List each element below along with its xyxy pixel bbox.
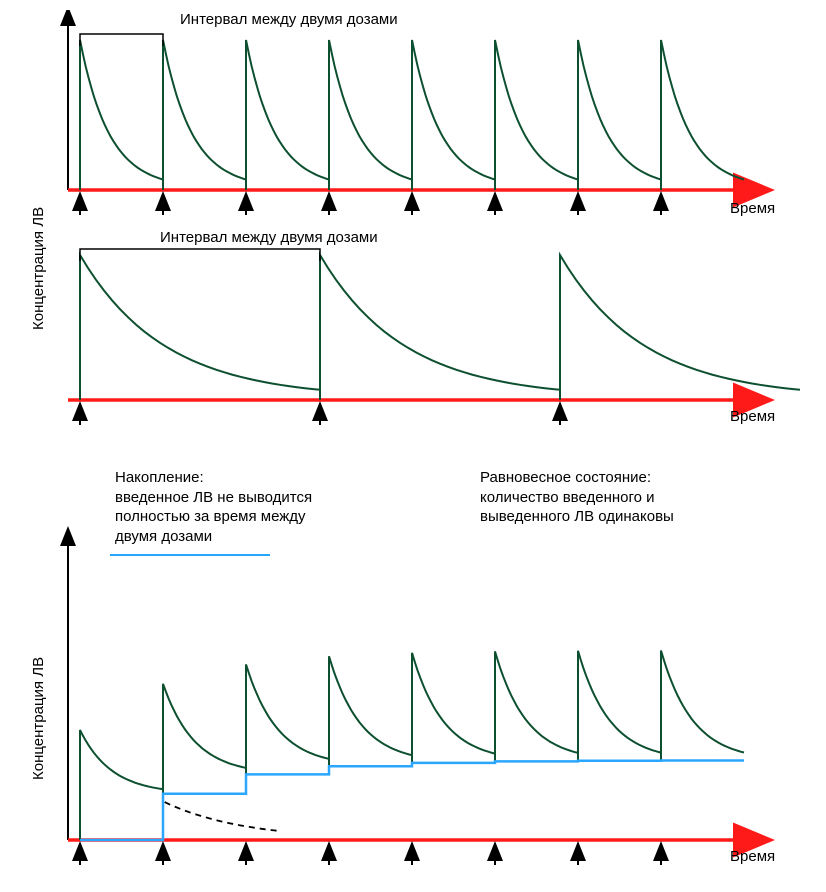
- y-axis-label-bottom: Концентрация ЛВ: [30, 657, 47, 780]
- chart-canvas: [10, 10, 816, 882]
- figure-root: Концентрация ЛВ Концентрация ЛВ Время Вр…: [10, 10, 816, 882]
- chart2-interval-annotation: Интервал между двумя дозами: [160, 228, 378, 248]
- x-axis-label-chart2: Время: [730, 408, 775, 425]
- accumulation-annotation: Накопление:введенное ЛВ не выводитсяполн…: [115, 468, 312, 546]
- y-axis-label-top: Концентрация ЛВ: [30, 207, 47, 330]
- x-axis-label-chart3: Время: [730, 848, 775, 865]
- x-axis-label-chart1: Время: [730, 200, 775, 217]
- chart1-interval-annotation: Интервал между двумя дозами: [180, 10, 398, 30]
- steady-state-annotation: Равновесное состояние:количество введенн…: [480, 468, 674, 527]
